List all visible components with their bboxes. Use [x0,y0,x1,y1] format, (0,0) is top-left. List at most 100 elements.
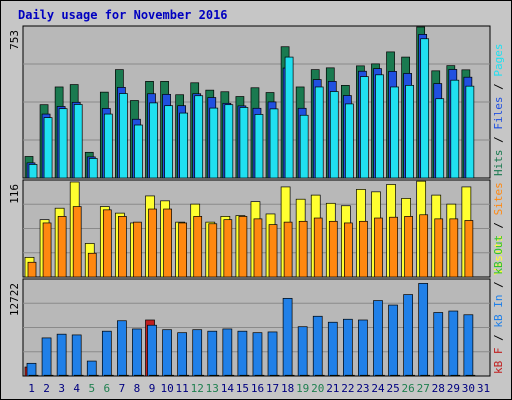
day-label-18: 18 [281,382,294,395]
bar-kbout-21 [329,374,340,377]
bar-kbin-7 [117,320,127,377]
day-label-24: 24 [371,382,385,395]
bar-kbin-5 [86,360,97,377]
bar-sites-28 [434,218,444,278]
bar-kbin-8 [132,328,142,377]
bar-sites-1 [27,261,37,278]
bar-kbout-30 [465,374,476,377]
bar-kbout-3 [58,374,69,377]
day-label-14: 14 [221,382,235,395]
bar-kbout-5 [88,374,99,377]
bar-pages-26 [405,85,414,179]
bar-kbout-6 [103,374,114,377]
bar-kbout-24 [375,374,385,377]
day-label-22: 22 [341,382,354,395]
bar-kbin-25 [388,304,398,377]
bar-pages-2 [43,117,53,179]
bar-kbout-26 [405,374,415,377]
y-max-label: 753 [8,30,21,50]
bar-kbin-24 [373,300,383,377]
bar-pages-15 [239,107,249,179]
legend-sites: Sites [492,182,505,215]
legend-kbf: kB F [492,348,505,375]
bar-pages-18 [284,56,294,179]
day-label-2: 2 [43,382,50,395]
bar-pages-9 [149,102,158,179]
bar-sites-20 [313,217,323,278]
legend-files: Files [492,97,505,130]
bar-kbin-14 [222,328,233,377]
bar-sites-4 [72,206,82,278]
bar-kbin-21 [327,321,338,377]
day-label-5: 5 [88,382,95,395]
bar-pages-7 [119,93,128,179]
legend-pages: Pages [492,44,505,77]
day-label-17: 17 [266,382,279,395]
bar-pages-10 [164,105,173,179]
legend-kbout: kB Out [492,235,505,275]
bar-pages-5 [88,158,98,179]
bar-sites-9 [148,208,157,278]
day-label-27: 27 [417,382,430,395]
bar-pages-8 [134,124,143,179]
bar-kbin-10 [162,329,172,377]
bar-kbin-23 [358,319,368,377]
bar-sites-12 [193,216,203,278]
bar-pages-4 [73,104,83,179]
y-max-label: 12722 [8,283,21,316]
bar-kbout-18 [284,374,295,377]
legend-hits-files-pages: Hits / Files / Pages [492,44,505,177]
bar-sites-13 [208,223,218,278]
bar-kbout-23 [360,374,370,377]
day-label-26: 26 [402,382,415,395]
bar-sites-8 [133,221,142,278]
bar-pages-17 [269,108,279,179]
day-label-8: 8 [134,382,141,395]
bar-pages-3 [58,108,68,179]
bar-kbin-2 [41,337,52,377]
day-label-15: 15 [236,382,249,395]
day-label-28: 28 [432,382,445,395]
bar-sites-15 [238,216,248,278]
day-label-9: 9 [149,382,156,395]
bar-kbout-2 [43,374,54,377]
bar-kbin-6 [101,330,112,377]
legend-kbin-kbout-kbf: kB F / kB In / kB Out [492,235,505,374]
legend-visits: Visits [492,235,505,275]
bar-kbout-27 [420,374,431,377]
day-label-29: 29 [447,382,460,395]
bar-sites-30 [464,220,474,278]
day-label-16: 16 [251,382,264,395]
bar-kbout-11 [179,374,189,377]
bar-kbin-28 [433,312,444,377]
bar-kbout-8 [134,374,144,377]
bar-kbin-4 [71,334,82,377]
bar-kbin-11 [177,332,187,377]
bar-pages-14 [224,104,234,179]
bar-pages-25 [390,86,399,179]
bar-pages-12 [194,95,204,179]
bar-pages-28 [435,98,445,179]
day-label-30: 30 [462,382,475,395]
day-label-1: 1 [28,382,35,395]
bar-sites-19 [298,220,308,278]
bar-pages-22 [345,103,354,179]
day-label-25: 25 [386,382,399,395]
bar-kbout-7 [119,374,129,377]
chart-title: Daily usage for November 2016 [18,8,228,22]
bar-kbin-22 [343,318,353,377]
bar-pages-19 [299,114,309,179]
day-label-19: 19 [296,382,309,395]
bar-pages-30 [465,85,475,179]
bar-sites-21 [328,220,338,278]
bar-kbin-9 [147,324,157,377]
day-label-20: 20 [311,382,324,395]
day-label-6: 6 [104,382,111,395]
bar-kbout-29 [450,374,461,377]
day-label-21: 21 [326,382,339,395]
bar-kbin-1 [26,362,37,377]
bar-sites-17 [268,224,278,278]
bar-kbin-18 [282,297,293,377]
day-label-11: 11 [176,382,189,395]
